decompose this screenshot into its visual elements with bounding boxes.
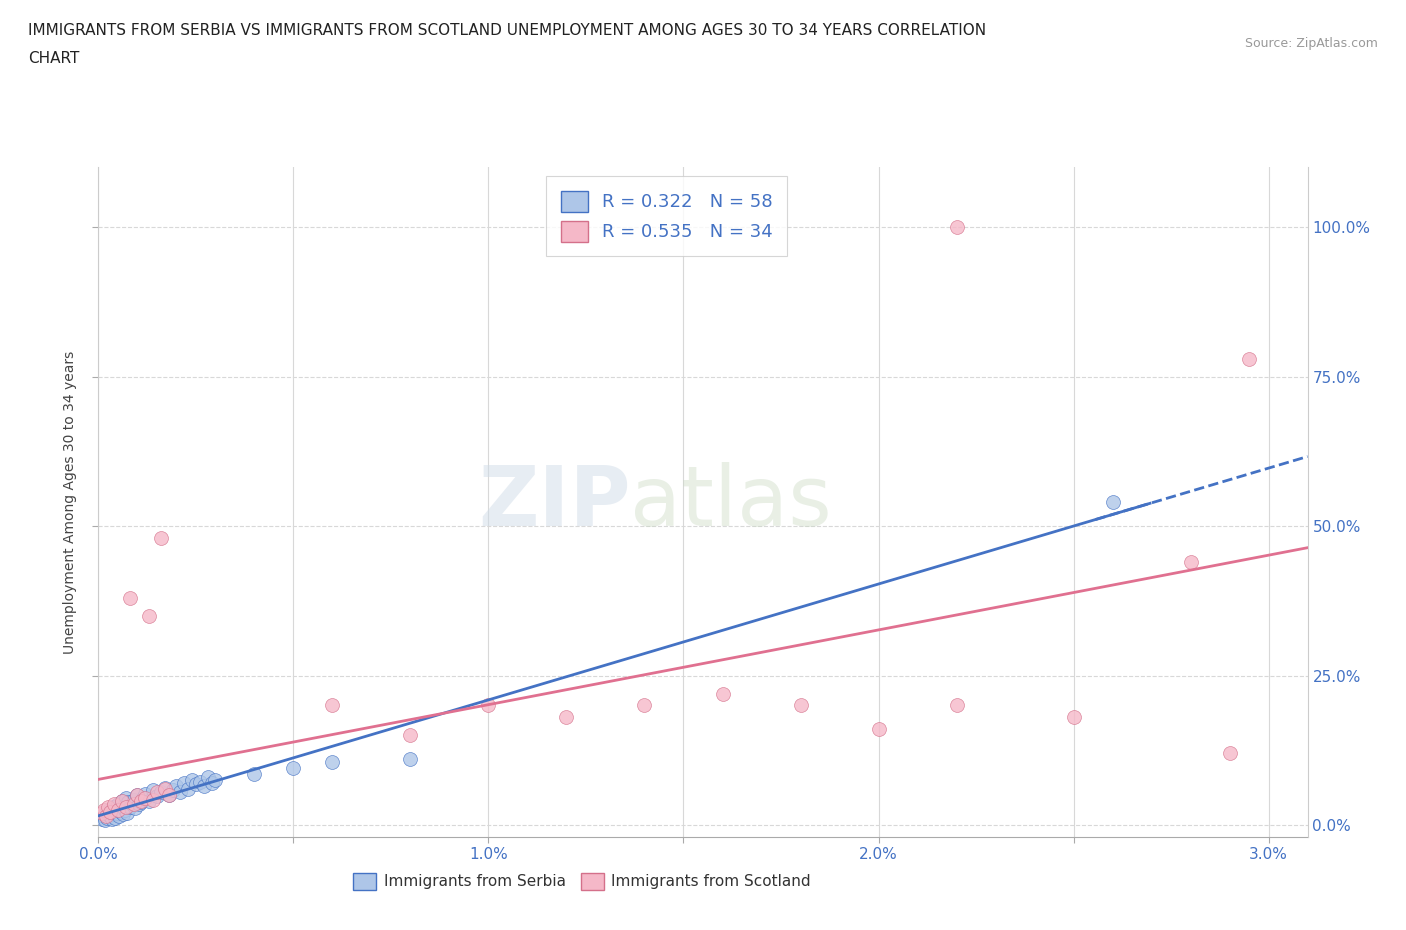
- Point: [132, 790, 155, 805]
- Text: Source: ZipAtlas.com: Source: ZipAtlas.com: [1244, 37, 1378, 50]
- Point: [711, 686, 734, 701]
- Legend: Immigrants from Serbia, Immigrants from Scotland: Immigrants from Serbia, Immigrants from …: [347, 867, 817, 897]
- Point: [243, 766, 266, 781]
- Point: [117, 795, 139, 810]
- Point: [193, 778, 215, 793]
- Point: [118, 800, 141, 815]
- Point: [633, 698, 655, 713]
- Point: [101, 812, 124, 827]
- Point: [945, 698, 967, 713]
- Point: [945, 219, 967, 234]
- Point: [138, 793, 160, 808]
- Point: [111, 793, 134, 808]
- Point: [131, 795, 153, 810]
- Point: [184, 777, 207, 791]
- Point: [321, 755, 343, 770]
- Point: [399, 751, 422, 766]
- Point: [177, 782, 200, 797]
- Point: [162, 783, 184, 798]
- Point: [121, 797, 143, 812]
- Point: [153, 780, 176, 795]
- Point: [96, 810, 118, 825]
- Point: [127, 788, 149, 803]
- Point: [114, 800, 136, 815]
- Point: [134, 787, 156, 802]
- Point: [1180, 554, 1202, 569]
- Point: [97, 807, 120, 822]
- Point: [115, 805, 138, 820]
- Point: [108, 809, 131, 824]
- Point: [111, 793, 134, 808]
- Point: [283, 761, 305, 776]
- Point: [98, 809, 121, 824]
- Point: [477, 698, 499, 713]
- Point: [181, 773, 204, 788]
- Point: [146, 789, 169, 804]
- Text: ZIP: ZIP: [478, 461, 630, 543]
- Point: [104, 803, 127, 817]
- Point: [157, 788, 180, 803]
- Point: [100, 804, 122, 819]
- Point: [197, 770, 219, 785]
- Point: [165, 778, 187, 793]
- Point: [149, 785, 172, 800]
- Point: [127, 788, 149, 803]
- Point: [146, 785, 169, 800]
- Text: IMMIGRANTS FROM SERBIA VS IMMIGRANTS FROM SCOTLAND UNEMPLOYMENT AMONG AGES 30 TO: IMMIGRANTS FROM SERBIA VS IMMIGRANTS FRO…: [28, 23, 986, 38]
- Text: atlas: atlas: [630, 461, 832, 543]
- Point: [96, 805, 118, 820]
- Point: [153, 782, 176, 797]
- Point: [868, 722, 890, 737]
- Y-axis label: Unemployment Among Ages 30 to 34 years: Unemployment Among Ages 30 to 34 years: [63, 351, 77, 654]
- Point: [149, 531, 172, 546]
- Point: [110, 804, 132, 819]
- Point: [93, 809, 115, 824]
- Point: [107, 803, 129, 817]
- Point: [142, 792, 165, 807]
- Point: [108, 801, 131, 816]
- Point: [131, 793, 153, 808]
- Point: [200, 776, 222, 790]
- Point: [138, 608, 160, 623]
- Point: [789, 698, 811, 713]
- Point: [1237, 352, 1260, 366]
- Point: [188, 775, 211, 790]
- Point: [114, 803, 136, 817]
- Point: [112, 799, 135, 814]
- Point: [103, 797, 125, 812]
- Point: [96, 809, 118, 824]
- Point: [142, 783, 165, 798]
- Point: [122, 792, 145, 807]
- Point: [105, 805, 128, 820]
- Point: [134, 790, 156, 805]
- Point: [111, 807, 134, 822]
- Point: [1101, 495, 1123, 510]
- Point: [98, 803, 121, 817]
- Point: [114, 790, 136, 805]
- Point: [93, 803, 115, 817]
- Point: [128, 797, 150, 812]
- Point: [103, 800, 125, 815]
- Point: [107, 797, 129, 812]
- Point: [91, 812, 114, 827]
- Point: [104, 810, 127, 825]
- Point: [97, 800, 120, 815]
- Point: [169, 785, 191, 800]
- Point: [124, 801, 146, 816]
- Point: [1063, 710, 1085, 724]
- Point: [98, 804, 121, 819]
- Point: [321, 698, 343, 713]
- Point: [157, 788, 180, 803]
- Point: [118, 591, 141, 605]
- Point: [204, 773, 226, 788]
- Point: [399, 728, 422, 743]
- Text: CHART: CHART: [28, 51, 80, 66]
- Point: [1219, 746, 1241, 761]
- Point: [94, 813, 117, 828]
- Point: [122, 797, 145, 812]
- Point: [555, 710, 578, 724]
- Point: [91, 805, 114, 820]
- Point: [173, 776, 195, 790]
- Point: [103, 807, 125, 822]
